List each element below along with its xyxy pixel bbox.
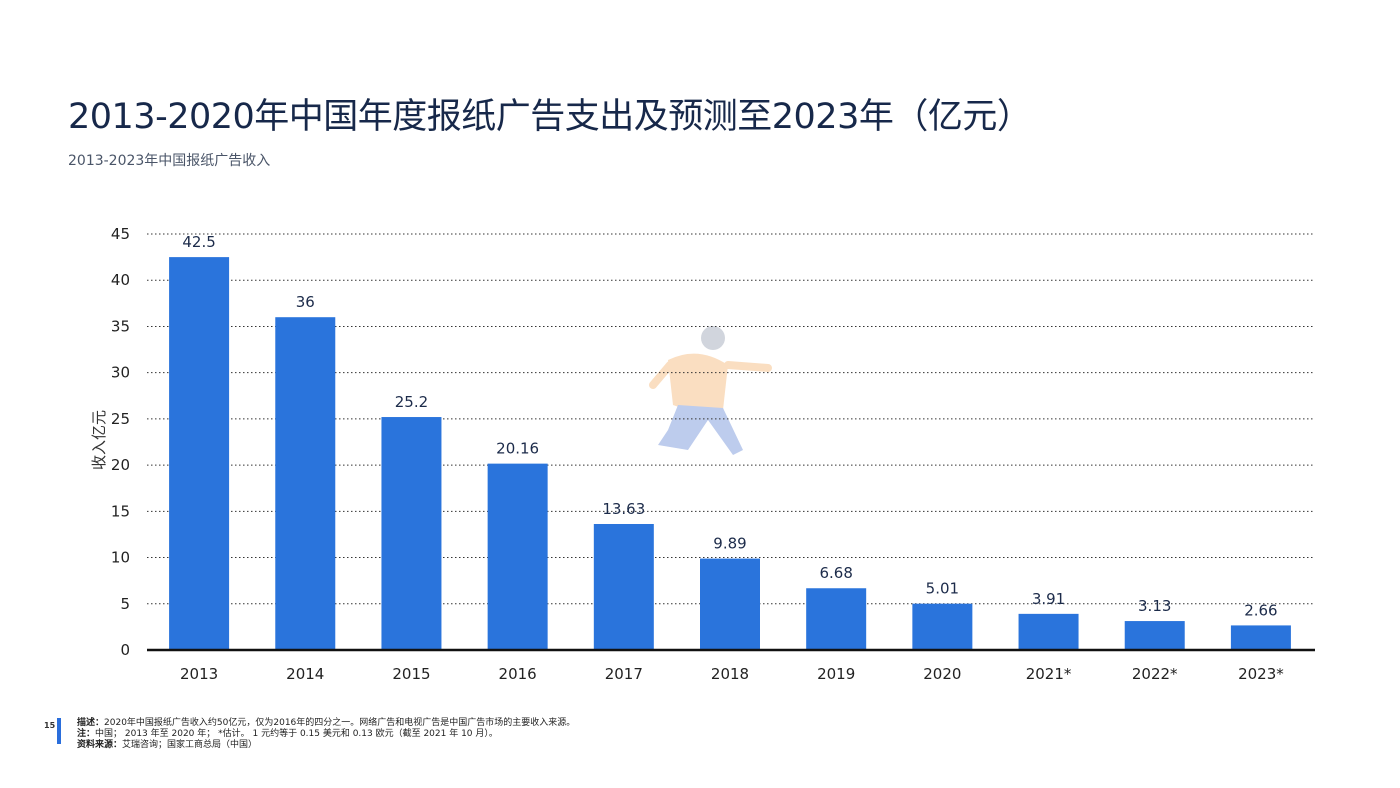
y-tick-label: 40	[111, 271, 130, 289]
x-tick-label: 2020	[923, 665, 961, 683]
bar-value-label: 36	[296, 293, 315, 311]
x-tick-label: 2021*	[1026, 665, 1072, 683]
x-tick-label: 2019	[817, 665, 855, 683]
bar	[1230, 625, 1291, 650]
bar-value-label: 5.01	[926, 580, 959, 598]
y-tick-label: 35	[111, 317, 130, 335]
bar	[700, 558, 760, 650]
y-tick-label: 15	[111, 502, 130, 520]
x-tick-label: 2013	[180, 665, 218, 683]
bar-value-label: 6.68	[819, 564, 852, 582]
y-axis-label: 收入亿元	[90, 410, 108, 470]
bar-value-label: 20.16	[496, 440, 539, 458]
bar	[487, 463, 548, 650]
x-tick-label: 2023*	[1238, 665, 1284, 683]
x-tick-label: 2014	[286, 665, 324, 683]
x-tick-label: 2016	[499, 665, 537, 683]
note-label: 注：	[77, 729, 96, 739]
y-tick-label: 10	[111, 549, 130, 567]
bar-value-label: 13.63	[602, 500, 645, 518]
y-tick-label: 25	[111, 410, 130, 428]
bar	[1124, 621, 1185, 650]
y-tick-label: 20	[111, 456, 130, 474]
bar	[275, 317, 336, 650]
page-title: 2013-2020年中国年度报纸广告支出及预测至2023年（亿元）	[68, 97, 1032, 137]
y-tick-label: 5	[120, 595, 130, 613]
bar-value-label: 3.13	[1138, 597, 1171, 615]
y-tick-label: 0	[120, 641, 130, 659]
note-text: 中国； 2013 年至 2020 年； *估计。 1 元约等于 0.15 美元和…	[95, 729, 498, 739]
y-tick-label: 45	[111, 225, 130, 243]
footer-accent-bar	[57, 718, 61, 744]
footer-description: 描述：2020年中国报纸广告收入约50亿元，仅为2016年的四分之一。网络广告和…	[77, 718, 777, 729]
bar-value-label: 25.2	[395, 393, 428, 411]
bar	[806, 588, 867, 650]
bar	[381, 417, 442, 650]
page-subtitle: 2013-2023年中国报纸广告收入	[68, 153, 271, 169]
bar	[1018, 613, 1079, 650]
x-tick-label: 2017	[605, 665, 643, 683]
bar	[912, 603, 973, 650]
source-label: 资料来源：	[77, 740, 123, 750]
bar-value-label: 2.66	[1244, 601, 1277, 619]
footer-source: 资料来源：艾瑞咨询；国家工商总局（中国）	[77, 740, 777, 751]
description-label: 描述：	[77, 718, 105, 728]
bar	[169, 257, 230, 650]
x-tick-label: 2022*	[1132, 665, 1178, 683]
description-text: 2020年中国报纸广告收入约50亿元，仅为2016年的四分之一。网络广告和电视广…	[104, 718, 576, 728]
bar	[593, 523, 654, 650]
bar-value-label: 9.89	[713, 535, 746, 553]
bar-value-label: 42.5	[182, 233, 215, 251]
running-person-illustration	[649, 326, 772, 455]
x-tick-label: 2015	[392, 665, 430, 683]
bar-value-label: 3.91	[1032, 590, 1065, 608]
y-tick-label: 30	[111, 364, 130, 382]
source-text: 艾瑞咨询；国家工商总局（中国）	[122, 740, 258, 750]
page-number: 15	[44, 721, 56, 730]
footer-note: 注：中国； 2013 年至 2020 年； *估计。 1 元约等于 0.15 美…	[77, 729, 777, 740]
x-tick-label: 2018	[711, 665, 749, 683]
